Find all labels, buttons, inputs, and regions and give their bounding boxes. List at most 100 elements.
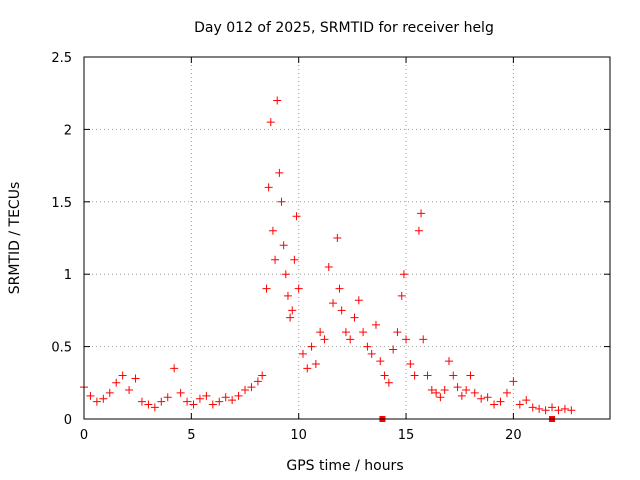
data-point <box>294 284 303 293</box>
data-point <box>406 359 415 368</box>
data-point <box>341 328 350 337</box>
axis-ticks: 0 5 10 15 20 0 0.5 1 1.5 2 2.5 <box>51 51 610 443</box>
data-point <box>337 306 346 315</box>
plot-frame <box>83 56 611 420</box>
data-point <box>320 335 329 344</box>
data-point <box>502 388 511 397</box>
data-point <box>176 388 185 397</box>
data-point <box>288 306 297 315</box>
data-point <box>221 393 230 402</box>
y-tick-label: 1 <box>64 268 72 283</box>
data-point <box>554 406 563 415</box>
y-tick-label: 0 <box>64 413 72 428</box>
y-tick-label: 1.5 <box>51 196 72 211</box>
y-tick-label: 0.5 <box>51 341 72 356</box>
data-point <box>283 291 292 300</box>
data-point <box>208 400 217 409</box>
data-points <box>80 96 576 422</box>
data-point <box>333 234 342 242</box>
data-point <box>118 371 127 380</box>
data-point <box>477 394 486 403</box>
data-point <box>444 357 453 366</box>
data-point <box>427 386 436 395</box>
data-point <box>397 291 406 300</box>
data-point <box>346 335 355 344</box>
data-point <box>215 397 224 406</box>
data-point <box>298 349 307 358</box>
data-point <box>228 396 237 405</box>
data-point <box>417 209 426 218</box>
data-point <box>268 226 277 235</box>
data-point <box>367 349 376 358</box>
data-point <box>528 403 537 412</box>
data-point <box>466 371 475 380</box>
data-point <box>393 328 402 337</box>
data-point <box>535 404 544 413</box>
data-point <box>423 371 432 380</box>
data-point <box>170 364 179 373</box>
data-point <box>380 371 389 380</box>
data-point <box>436 393 445 402</box>
data-point <box>266 118 275 127</box>
data-point <box>137 397 146 406</box>
data-point <box>307 342 316 351</box>
gridlines <box>84 57 610 419</box>
data-point <box>496 397 505 406</box>
data-point <box>515 400 524 409</box>
data-point <box>541 406 550 415</box>
data-point <box>371 320 380 329</box>
data-point <box>195 394 204 403</box>
data-point <box>432 388 441 397</box>
data-point <box>112 378 121 387</box>
data-point <box>131 374 140 383</box>
data-point <box>376 357 385 366</box>
x-tick-label: 10 <box>290 428 307 443</box>
data-point <box>234 391 243 400</box>
data-point <box>402 335 411 344</box>
data-point <box>399 270 408 279</box>
data-point <box>125 386 134 395</box>
data-point <box>483 393 492 402</box>
data-point <box>241 386 250 395</box>
data-point <box>144 400 153 409</box>
x-tick-label: 0 <box>80 428 88 443</box>
data-point <box>359 328 368 337</box>
data-point <box>292 212 301 221</box>
data-point <box>264 183 273 192</box>
data-point <box>253 377 262 386</box>
data-point <box>189 400 198 409</box>
data-point <box>275 168 284 177</box>
data-point <box>329 299 338 308</box>
data-point <box>247 383 256 392</box>
data-point <box>324 262 333 271</box>
data-point <box>105 388 114 397</box>
chart-title: Day 012 of 2025, SRMTID for receiver hel… <box>194 20 494 36</box>
data-point <box>202 391 211 400</box>
data-point <box>560 404 569 413</box>
data-point <box>470 388 479 397</box>
data-point <box>99 394 108 403</box>
data-point <box>311 359 320 368</box>
data-point <box>183 397 192 406</box>
data-point <box>281 270 290 279</box>
data-point <box>363 342 372 351</box>
data-point <box>548 403 557 412</box>
data-point <box>157 397 166 406</box>
data-point <box>449 371 458 380</box>
data-point <box>92 397 101 406</box>
data-point <box>279 241 288 250</box>
data-point <box>567 406 576 415</box>
data-point <box>86 391 95 400</box>
data-point <box>490 400 499 409</box>
data-point <box>303 364 312 373</box>
data-point <box>290 255 299 264</box>
data-point <box>258 371 267 380</box>
data-point <box>410 371 419 380</box>
data-point <box>509 377 518 386</box>
data-point <box>316 328 325 337</box>
data-point <box>335 284 344 293</box>
data-point <box>271 255 280 264</box>
y-axis-label: SRMTID / TECUs <box>7 182 23 295</box>
